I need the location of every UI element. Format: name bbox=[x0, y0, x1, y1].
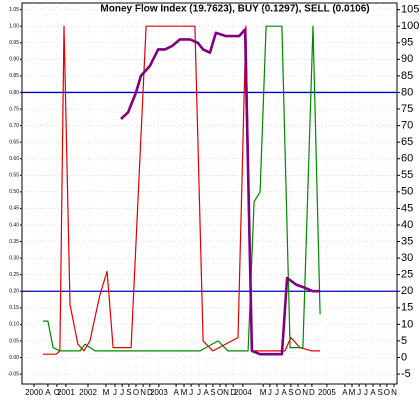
x-tick-label: S bbox=[377, 388, 382, 397]
data-line bbox=[120, 28, 321, 356]
x-tick-label: A bbox=[370, 388, 376, 397]
x-tick-label: N bbox=[302, 388, 308, 397]
x-tick-label: D bbox=[230, 388, 236, 397]
y2-tick-label: 1.05 bbox=[9, 7, 19, 13]
y2-tick-label: 0.10 bbox=[9, 322, 19, 328]
x-tick-label: A bbox=[342, 388, 348, 397]
y-tick-label: 95 bbox=[401, 37, 413, 49]
x-tick-label: N bbox=[140, 388, 146, 397]
plot-frame bbox=[21, 2, 398, 385]
x-tick-label: N bbox=[391, 388, 397, 397]
x-tick-label: O bbox=[217, 388, 223, 397]
y2-tick-label: 0.35 bbox=[9, 239, 19, 245]
x-tick-label: 2003 bbox=[150, 388, 168, 397]
x-tick-label: O bbox=[295, 388, 301, 397]
y2-tick-label: 0.15 bbox=[9, 305, 19, 311]
x-tick-label: O bbox=[54, 388, 60, 397]
y2-tick-label: 0.70 bbox=[9, 123, 19, 129]
chart-title: Money Flow Index (19.7623), BUY (0.1297)… bbox=[100, 4, 369, 15]
y-tick-label: 60 bbox=[401, 153, 413, 165]
x-tick-label: D bbox=[147, 388, 153, 397]
x-tick-label: A bbox=[203, 388, 209, 397]
x-tick-label: 2001 bbox=[57, 388, 75, 397]
x-tick-label: S bbox=[288, 388, 293, 397]
y-tick-label: 80 bbox=[401, 86, 413, 98]
y2-tick-label: 0.30 bbox=[9, 255, 19, 261]
y2-tick-label: 0.85 bbox=[9, 73, 19, 79]
x-tick-label: M bbox=[349, 388, 356, 397]
y2-tick-label: 0.65 bbox=[9, 139, 19, 145]
x-tick-label: 2002 bbox=[79, 388, 97, 397]
x-tick-label: O bbox=[384, 388, 390, 397]
x-tick-label: 2005 bbox=[318, 388, 336, 397]
y-tick-label: 10 bbox=[401, 318, 413, 330]
y-tick-label: 25 bbox=[401, 269, 413, 281]
y2-tick-label: 0.95 bbox=[9, 40, 19, 46]
data-line bbox=[43, 25, 321, 352]
y-tick-label: 40 bbox=[401, 219, 413, 231]
y-tick-label: 15 bbox=[401, 302, 413, 314]
x-tick-label: J bbox=[357, 388, 361, 397]
y-tick-label: 50 bbox=[401, 186, 413, 198]
x-tick-label: J bbox=[275, 388, 279, 397]
x-tick-label: J bbox=[364, 388, 368, 397]
y-tick-label: 90 bbox=[401, 53, 413, 65]
y2-tick-label: 0.05 bbox=[9, 338, 19, 344]
y-tick-label: 5 bbox=[401, 335, 407, 347]
x-tick-label: S bbox=[210, 388, 215, 397]
y2-tick-label: 0.60 bbox=[9, 156, 19, 162]
y2-tick-label: 0.80 bbox=[9, 90, 19, 96]
x-tick-label: J bbox=[120, 388, 124, 397]
x-tick-label: M bbox=[103, 388, 110, 397]
y-tick-label: 45 bbox=[401, 202, 413, 214]
y2-tick-label: 0.40 bbox=[9, 222, 19, 228]
x-tick-label: J bbox=[189, 388, 193, 397]
y-tick-label: 65 bbox=[401, 136, 413, 148]
x-tick-label: J bbox=[268, 388, 272, 397]
y2-tick-label: 0.00 bbox=[9, 355, 19, 361]
y-tick-label: 70 bbox=[401, 119, 413, 131]
x-tick-label: O bbox=[133, 388, 139, 397]
y-tick-label: 105 bbox=[401, 4, 419, 16]
y2-tick-label: 0.50 bbox=[9, 189, 19, 195]
x-tick-label: A bbox=[281, 388, 287, 397]
y-tick-label: -5 bbox=[401, 368, 411, 380]
x-tick-label: J bbox=[197, 388, 201, 397]
y-tick-label: 20 bbox=[401, 285, 413, 297]
y-tick-label: 0 bbox=[401, 351, 407, 363]
y2-tick-label: 0.55 bbox=[9, 173, 19, 179]
y2-tick-label: 0.25 bbox=[9, 272, 19, 278]
y2-tick-label: -0.05 bbox=[8, 371, 20, 377]
y-tick-label: 55 bbox=[401, 169, 413, 181]
x-tick-label: 2000 bbox=[25, 388, 43, 397]
y2-tick-label: 0.45 bbox=[9, 206, 19, 212]
x-tick-label: S bbox=[126, 388, 131, 397]
x-tick-label: N bbox=[223, 388, 229, 397]
x-tick-label: 2004 bbox=[234, 388, 252, 397]
y2-tick-label: 1.00 bbox=[9, 24, 19, 30]
y-tick-label: 75 bbox=[401, 103, 413, 115]
y-tick-label: 85 bbox=[401, 70, 413, 82]
x-tick-label: M bbox=[181, 388, 188, 397]
y2-tick-label: 0.90 bbox=[9, 57, 19, 63]
data-line bbox=[43, 25, 321, 355]
y-tick-label: 30 bbox=[401, 252, 413, 264]
y-tick-label: 100 bbox=[401, 20, 419, 32]
x-tick-label: M bbox=[260, 388, 267, 397]
x-tick-label: D bbox=[309, 388, 315, 397]
x-tick-label: J bbox=[113, 388, 117, 397]
y2-tick-label: 0.75 bbox=[9, 106, 19, 112]
x-tick-label: A bbox=[45, 388, 51, 397]
x-tick-label: A bbox=[173, 388, 179, 397]
y2-tick-label: 0.20 bbox=[9, 289, 19, 295]
y-tick-label: 35 bbox=[401, 235, 413, 247]
